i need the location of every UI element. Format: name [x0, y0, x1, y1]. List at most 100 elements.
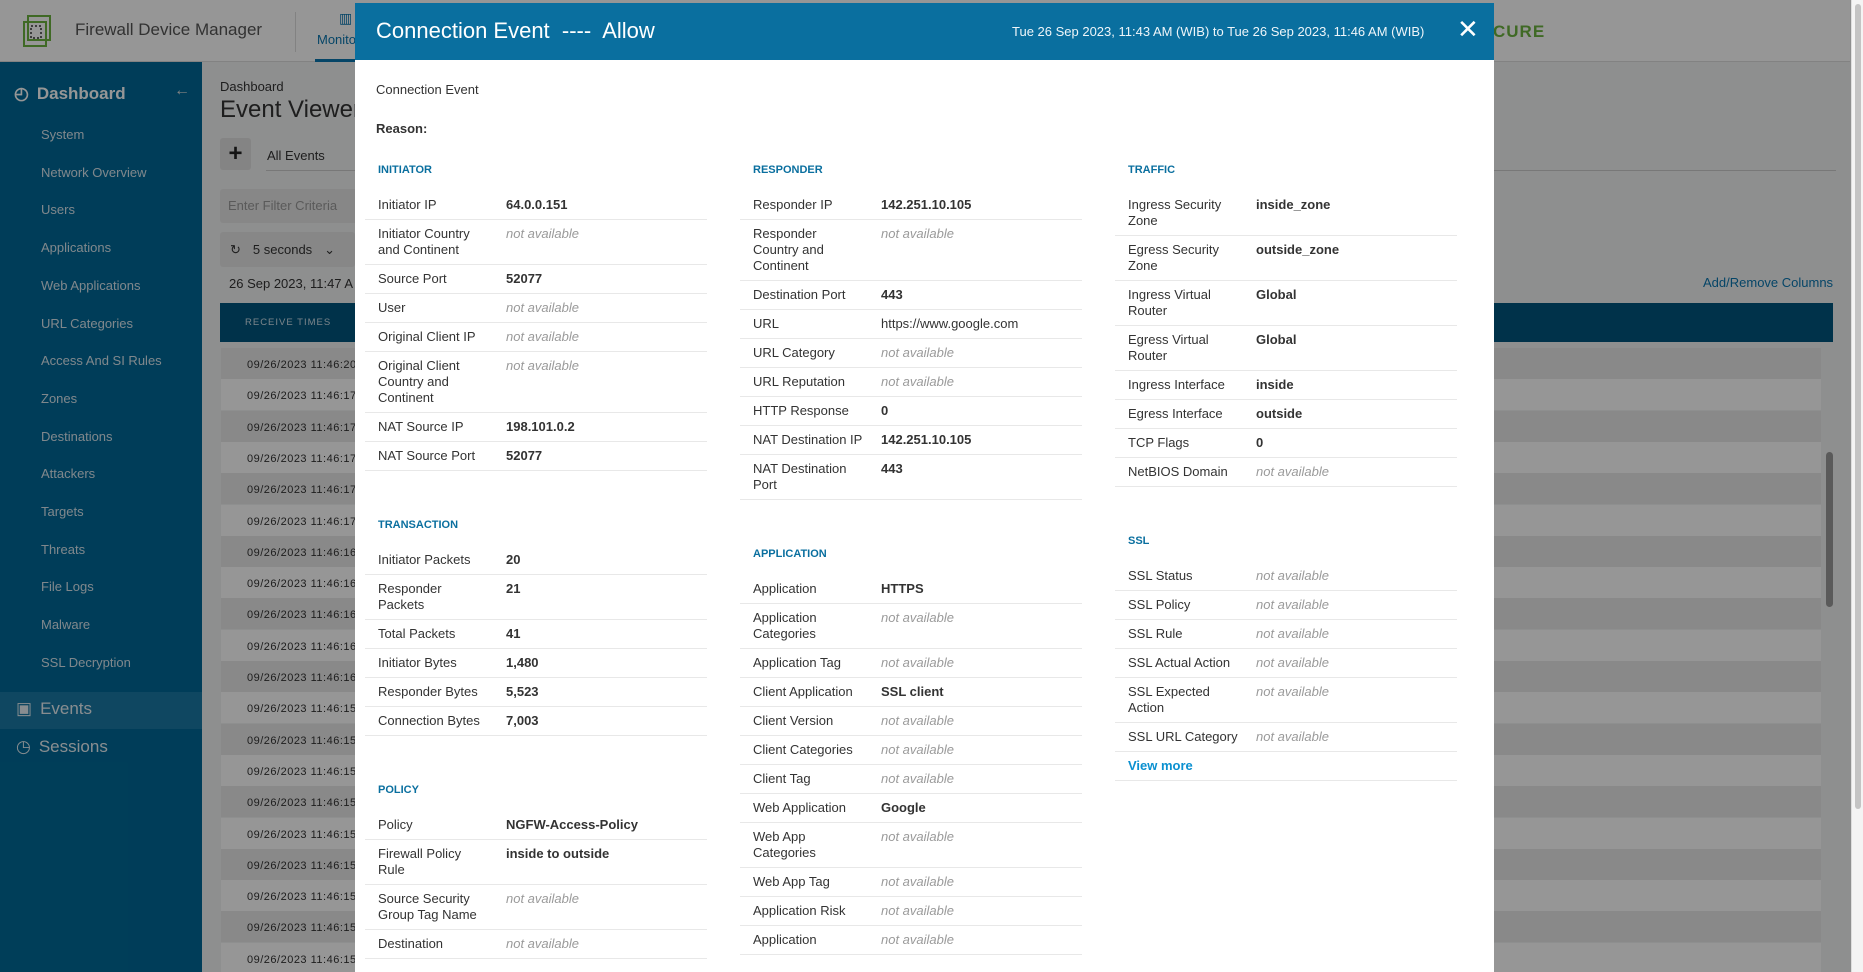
field-label: Client Application [753, 684, 853, 699]
browser-scroll-thumb[interactable] [1855, 4, 1861, 809]
detail-row: Application Risk not available [740, 897, 1082, 926]
field-value: 64.0.0.151 [506, 197, 568, 212]
field-label: Destination Port [753, 287, 846, 302]
detail-row: SSL Policy not available [1115, 591, 1457, 620]
field-value: not available [1256, 464, 1329, 479]
sidebar-item-zones[interactable]: Zones [41, 390, 78, 406]
collapse-arrow-icon[interactable]: ← [174, 82, 190, 99]
field-label: Responder Country and Continent [753, 226, 824, 273]
field-value: SSL client [881, 684, 944, 699]
field-value: 0 [881, 403, 889, 418]
field-label: Destination [378, 936, 444, 951]
sidebar: ◴ Dashboard ← System Network Overview Users… [0, 62, 202, 972]
detail-row: Egress Virtual Router Global [1115, 326, 1457, 371]
refresh-interval-dropdown[interactable]: ↻ 5 seconds ⌄ [220, 232, 355, 267]
sidebar-item-events-label-wrap[interactable]: ▣ Events [16, 699, 92, 719]
sidebar-item-applications[interactable]: Applications [41, 240, 112, 256]
detail-row: Initiator Packets 20 [365, 546, 707, 575]
section-title: POLICY [378, 784, 419, 796]
add-remove-columns-link[interactable]: Add/Remove Columns [1703, 275, 1834, 290]
sidebar-header-label: Dashboard [36, 84, 126, 103]
detail-row: Egress Interface outside [1115, 400, 1457, 429]
sidebar-item-sessions[interactable]: ◷ Sessions [16, 737, 108, 757]
field-value: 142.251.10.105 [881, 432, 972, 447]
sidebar-item-attackers[interactable]: Attackers [41, 466, 96, 482]
field-label: Egress Virtual Router [1128, 332, 1209, 363]
detail-row: Source Port 52077 [365, 265, 707, 294]
chevron-down-icon: ⌄ [324, 241, 336, 257]
field-value: not available [506, 226, 579, 241]
sidebar-item-url-categories[interactable]: URL Categories [41, 315, 134, 331]
sidebar-item-file-logs[interactable]: File Logs [41, 579, 94, 595]
sidebar-item-destinations[interactable]: Destinations [41, 428, 113, 444]
detail-row: Policy NGFW-Access-Policy [365, 811, 707, 840]
field-value: 41 [506, 626, 521, 641]
sidebar-item-system[interactable]: System [41, 127, 85, 142]
field-value: not available [881, 374, 954, 389]
field-value: 5,523 [506, 684, 539, 699]
field-label: NAT Destination Port [753, 461, 847, 492]
field-value: not available [506, 936, 579, 951]
field-label: Application [753, 932, 817, 947]
field-label: Application Tag [753, 655, 841, 670]
field-label: Application Categories [753, 610, 817, 641]
field-label: SSL Status [1128, 568, 1193, 583]
section-application: APPLICATION Application HTTPS Application C… [740, 546, 1082, 955]
section-initiator: INITIATOR Initiator IP 64.0.0.151 Initiator… [365, 162, 707, 471]
detail-row: Initiator Bytes 1,480 [365, 649, 707, 678]
close-icon[interactable]: ✕ [1457, 14, 1479, 44]
field-value: not available [881, 655, 954, 670]
detail-row: Destination Port 443 [740, 281, 1082, 310]
detail-row: Client Categories not available [740, 736, 1082, 765]
field-value: Google [881, 800, 926, 815]
tab-monitoring[interactable]: ▥ Monito [315, 8, 385, 62]
sidebar-item-dashboard[interactable]: ◴ Dashboard [14, 84, 126, 104]
field-value: 443 [881, 287, 903, 302]
add-tab-button[interactable]: + [220, 138, 251, 170]
sidebar-item-malware[interactable]: Malware [41, 617, 91, 633]
sidebar-item-targets[interactable]: Targets [41, 504, 84, 519]
column-header-receive-times[interactable]: RECEIVE TIMES [245, 317, 332, 328]
detail-row: Client Version not available [740, 707, 1082, 736]
detail-row: Egress Security Zone outside_zone [1115, 236, 1457, 281]
last-updated: 26 Sep 2023, 11:47 A [229, 276, 354, 291]
field-value: not available [881, 713, 954, 728]
sidebar-item-ssl-decryption[interactable]: SSL Decryption [41, 654, 131, 670]
detail-column: RESPONDER Responder IP 142.251.10.105 Respo… [740, 162, 1082, 959]
detail-row: Original Client IP not available [365, 323, 707, 352]
calendar-icon: ▣ [16, 699, 33, 718]
browser-scrollbar[interactable] [1851, 0, 1863, 972]
field-label: TCP Flags [1128, 435, 1190, 450]
tab-monitoring-label: Monito [317, 32, 357, 47]
detail-row: Responder Bytes 5,523 [365, 678, 707, 707]
view-more-link[interactable]: View more [1128, 758, 1193, 773]
sidebar-item-users[interactable]: Users [41, 202, 75, 218]
breadcrumb[interactable]: Dashboard [220, 79, 284, 94]
sidebar-item-web-applications[interactable]: Web Applications [41, 277, 141, 293]
field-value: not available [506, 891, 579, 906]
field-value: Global [1256, 287, 1297, 302]
table-scrollbar[interactable] [1826, 452, 1833, 607]
field-label: URL Category [753, 345, 835, 360]
detail-row: Web App Categories not available [740, 823, 1082, 868]
field-label: Application Risk [753, 903, 846, 918]
detail-row: Application HTTPS [740, 575, 1082, 604]
sidebar-item-access-and-si-rules[interactable]: Access And SI Rules [41, 353, 162, 369]
field-value: not available [881, 742, 954, 757]
field-label: NAT Source Port [378, 448, 476, 463]
detail-row: Client Application SSL client [740, 678, 1082, 707]
field-value: not available [506, 329, 579, 344]
field-value: not available [506, 358, 579, 373]
detail-row: Initiator IP 64.0.0.151 [365, 191, 707, 220]
field-label: SSL URL Category [1128, 729, 1238, 744]
sidebar-item-threats[interactable]: Threats [41, 541, 86, 557]
field-label: Client Tag [753, 771, 811, 786]
detail-row: User not available [365, 294, 707, 323]
section-title: INITIATOR [378, 164, 432, 176]
detail-row: SSL URL Category not available [1115, 723, 1457, 752]
sidebar-item-events[interactable] [0, 692, 202, 729]
sidebar-item-network-overview[interactable]: Network Overview [41, 164, 147, 180]
divider [295, 12, 296, 52]
field-label: Connection Bytes [378, 713, 480, 728]
tab-all-events[interactable]: All Events [267, 148, 325, 163]
